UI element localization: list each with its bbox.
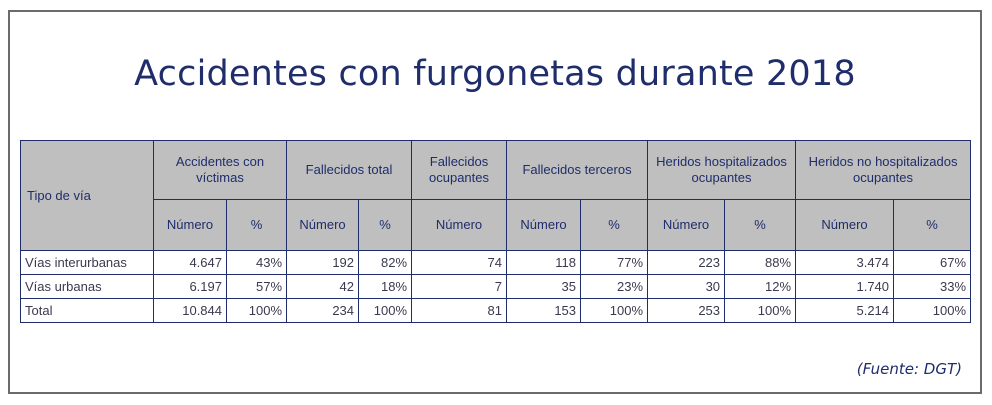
table-cell: 100% xyxy=(893,298,972,323)
row-label: Total xyxy=(20,298,154,323)
table-cell: 253 xyxy=(647,298,726,323)
group-header-deaths-total: Fallecidos total xyxy=(286,140,413,200)
table-cell: 100% xyxy=(358,298,413,323)
table-cell: 3.474 xyxy=(795,250,895,275)
group-header-deaths-occupants: Fallecidos ocupantes xyxy=(411,140,508,200)
table-cell: 100% xyxy=(580,298,649,323)
table-cell: 35 xyxy=(506,274,582,299)
group-header-hospitalized: Heridos hospitalizados ocupantes xyxy=(647,140,797,200)
table-cell: 67% xyxy=(893,250,972,275)
group-header-deaths-third-parties: Fallecidos terceros xyxy=(506,140,649,200)
table-cell: 192 xyxy=(286,250,360,275)
table-cell: 82% xyxy=(358,250,413,275)
table-cell: 234 xyxy=(286,298,360,323)
accidents-table: Tipo de vía Accidentes con víctimas Fall… xyxy=(20,140,972,323)
table-cell: 43% xyxy=(225,250,288,275)
table-cell: 12% xyxy=(724,274,797,299)
table-cell: 100% xyxy=(225,298,288,323)
table-cell: 4.647 xyxy=(153,250,227,275)
table-cell: 6.197 xyxy=(153,274,227,299)
table-cell: 74 xyxy=(411,250,508,275)
table-cell: 88% xyxy=(724,250,797,275)
table-cell: 77% xyxy=(580,250,649,275)
table-cell: 33% xyxy=(893,274,972,299)
sub-header-number: Número xyxy=(411,199,508,251)
table-cell: 118 xyxy=(506,250,582,275)
table-cell: 42 xyxy=(286,274,360,299)
sub-header-percent: % xyxy=(893,199,972,251)
sub-header-number: Número xyxy=(795,199,895,251)
group-header-accidents: Accidentes con víctimas xyxy=(152,140,288,200)
sub-header-number: Número xyxy=(506,199,582,251)
table-row: Vías interurbanas 4.647 43% 192 82% 74 1… xyxy=(20,250,972,275)
row-label: Vías urbanas xyxy=(20,274,154,299)
table-row-total: Total 10.844 100% 234 100% 81 153 100% 2… xyxy=(20,298,972,323)
group-header-not-hospitalized: Heridos no hospitalizados ocupantes xyxy=(795,140,972,200)
column-header-road-type: Tipo de vía xyxy=(20,140,154,251)
table-cell: 1.740 xyxy=(795,274,895,299)
table-cell: 5.214 xyxy=(795,298,895,323)
sub-header-percent: % xyxy=(724,199,797,251)
table-cell: 57% xyxy=(225,274,288,299)
table-cell: 81 xyxy=(411,298,508,323)
page-title: Accidentes con furgonetas durante 2018 xyxy=(134,54,856,94)
infographic-frame: Accidentes con furgonetas durante 2018 T… xyxy=(8,10,982,394)
row-label: Vías interurbanas xyxy=(20,250,154,275)
sub-header-percent: % xyxy=(358,199,413,251)
sub-header-number: Número xyxy=(153,199,227,251)
table-cell: 10.844 xyxy=(153,298,227,323)
table-cell: 100% xyxy=(724,298,797,323)
table-row: Vías urbanas 6.197 57% 42 18% 7 35 23% 3… xyxy=(20,274,972,299)
table-cell: 23% xyxy=(580,274,649,299)
table-cell: 153 xyxy=(506,298,582,323)
table-cell: 30 xyxy=(647,274,726,299)
sub-header-number: Número xyxy=(286,199,360,251)
source-note: (Fuente: DGT) xyxy=(856,360,962,378)
table-cell: 7 xyxy=(411,274,508,299)
sub-header-percent: % xyxy=(225,199,288,251)
table-cell: 18% xyxy=(358,274,413,299)
sub-header-number: Número xyxy=(647,199,726,251)
table-cell: 223 xyxy=(647,250,726,275)
sub-header-percent: % xyxy=(580,199,649,251)
